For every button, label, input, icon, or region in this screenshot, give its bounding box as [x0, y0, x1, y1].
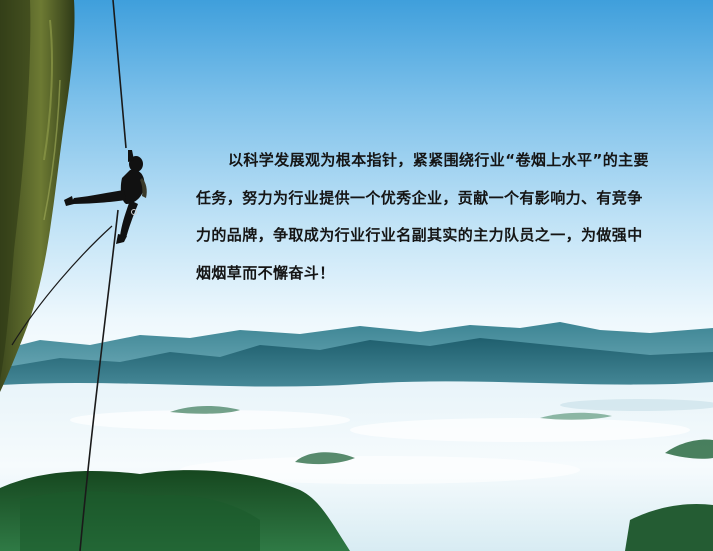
- corporate-slogan-text: 以科学发展观为根本指针，紧紧围绕行业“卷烟上水平”的主要任务，努力为行业提供一个…: [196, 151, 649, 282]
- forest-island-small: [170, 406, 240, 414]
- anchor-rope: [11, 225, 113, 346]
- foreground-forest-right: [625, 503, 713, 551]
- climber-silhouette: [64, 150, 147, 244]
- near-mountains: [0, 338, 713, 395]
- lower-rope: [79, 209, 119, 551]
- forest-island-mid: [295, 452, 355, 465]
- forest-island-right: [665, 439, 713, 459]
- main-rope: [112, 0, 127, 149]
- forest-island-far-right: [540, 412, 612, 420]
